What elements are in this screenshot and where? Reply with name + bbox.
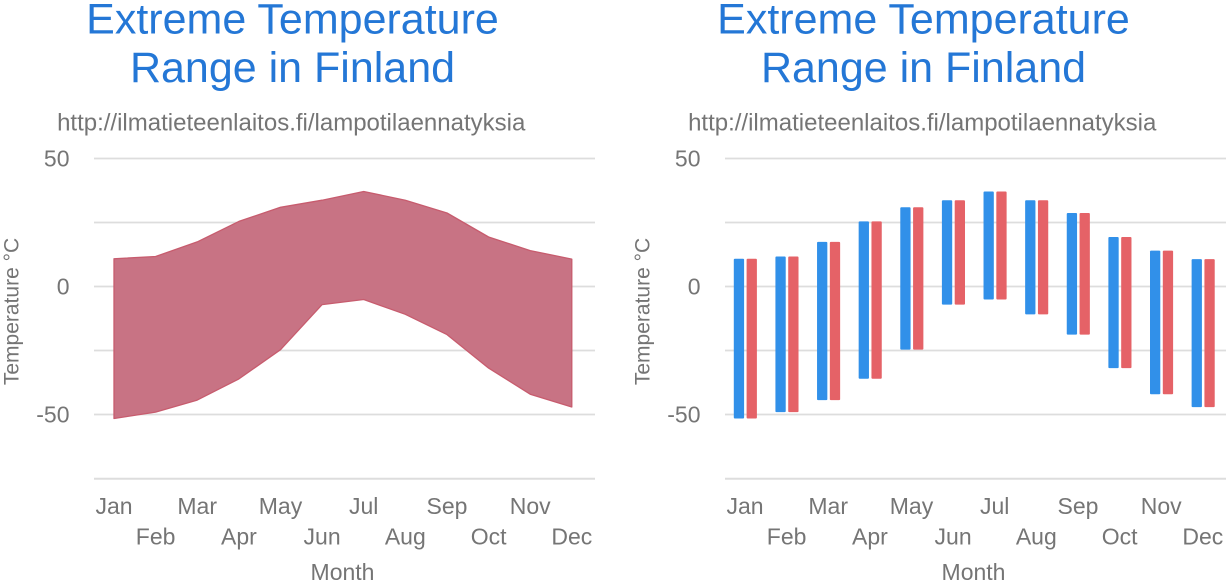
svg-text:Feb: Feb — [136, 524, 176, 550]
svg-text:50: 50 — [675, 146, 701, 172]
svg-text:Extreme Temperature: Extreme Temperature — [86, 0, 499, 44]
svg-text:0: 0 — [57, 274, 70, 300]
svg-text:http://ilmatieteenlaitos.fi/la: http://ilmatieteenlaitos.fi/lampotilaenn… — [688, 109, 1157, 136]
svg-text:Mar: Mar — [177, 493, 217, 519]
svg-text:Nov: Nov — [510, 493, 551, 519]
svg-text:Dec: Dec — [1182, 524, 1223, 550]
svg-text:Feb: Feb — [767, 524, 807, 550]
svg-text:-50: -50 — [667, 402, 700, 428]
svg-text:Jul: Jul — [349, 493, 378, 519]
svg-text:Month: Month — [311, 559, 375, 585]
svg-text:May: May — [259, 493, 303, 519]
svg-text:50: 50 — [44, 146, 70, 172]
svg-text:Apr: Apr — [852, 524, 888, 550]
svg-text:Temperature °C: Temperature °C — [1, 238, 24, 385]
svg-text:Nov: Nov — [1141, 493, 1182, 519]
svg-text:Sep: Sep — [427, 493, 468, 519]
svg-text:May: May — [890, 493, 934, 519]
svg-text:Sep: Sep — [1058, 493, 1099, 519]
svg-text:Range in Finland: Range in Finland — [130, 44, 455, 92]
svg-text:Jun: Jun — [304, 524, 341, 550]
svg-text:http://ilmatieteenlaitos.fi/la: http://ilmatieteenlaitos.fi/lampotilaenn… — [57, 109, 526, 136]
svg-text:Mar: Mar — [808, 493, 848, 519]
svg-text:Oct: Oct — [1102, 524, 1138, 550]
svg-text:Oct: Oct — [471, 524, 507, 550]
svg-text:Month: Month — [942, 559, 1006, 585]
svg-text:Aug: Aug — [385, 524, 426, 550]
svg-text:Jan: Jan — [726, 493, 763, 519]
svg-text:Dec: Dec — [551, 524, 592, 550]
svg-text:Range in Finland: Range in Finland — [761, 44, 1086, 92]
svg-text:Jan: Jan — [95, 493, 132, 519]
svg-text:Apr: Apr — [221, 524, 257, 550]
svg-text:-50: -50 — [36, 402, 69, 428]
svg-text:Extreme Temperature: Extreme Temperature — [717, 0, 1130, 44]
svg-text:0: 0 — [688, 274, 701, 300]
svg-text:Temperature °C: Temperature °C — [632, 238, 655, 385]
svg-text:Aug: Aug — [1016, 524, 1057, 550]
svg-text:Jul: Jul — [980, 493, 1009, 519]
svg-text:Jun: Jun — [935, 524, 972, 550]
